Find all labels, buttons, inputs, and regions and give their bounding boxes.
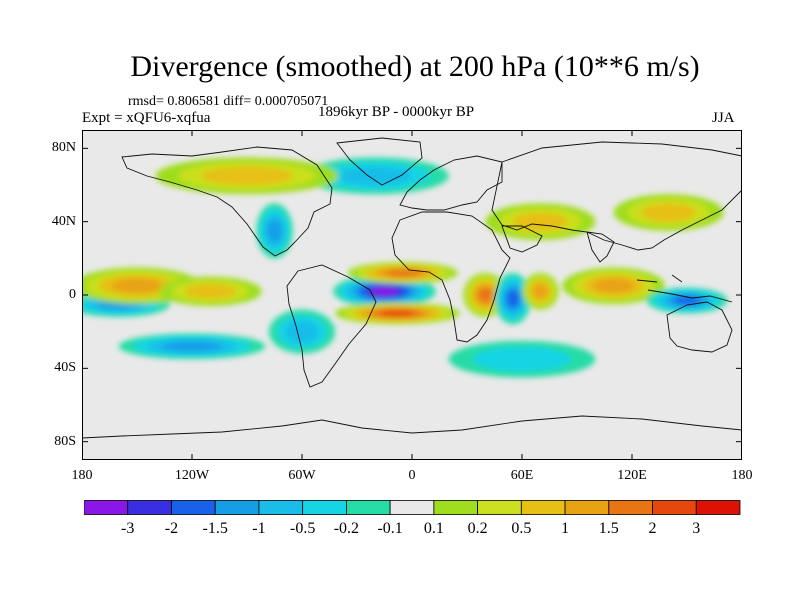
lat-tick-label: 80N <box>51 140 76 156</box>
lon-tick-label: 120E <box>617 468 647 483</box>
coastline-arabia <box>501 225 543 253</box>
colorbar-box <box>608 500 653 515</box>
coastline-maritime-continent <box>636 274 733 303</box>
contour-fill <box>124 282 150 290</box>
experiment-label: Expt = xQFU6-xqfua <box>82 110 211 126</box>
period-label: 1896kyr BP - 0000kyr BP <box>318 104 475 120</box>
colorbar-box <box>652 500 697 515</box>
coastline-south-america <box>286 264 377 388</box>
colorbar-box <box>345 500 391 515</box>
coastline-north-america <box>121 146 333 257</box>
lon-tick-label: 60E <box>510 468 534 483</box>
colorbar-label: 2 <box>648 520 657 537</box>
colorbar-label: 0.5 <box>511 520 532 537</box>
coastline-greenland <box>336 137 423 186</box>
colorbar-box <box>564 500 610 515</box>
lon-tick-label: 60W <box>288 468 316 483</box>
anomaly-region-3 <box>463 273 508 317</box>
anomaly-region-6 <box>562 267 665 305</box>
anomaly-region-1 <box>347 262 458 284</box>
colorbar-label: 3 <box>692 520 701 537</box>
anomaly-region-5 <box>522 273 559 310</box>
contour-fill <box>654 207 683 218</box>
contour-fill <box>393 271 413 275</box>
colorbar-label: 1.5 <box>598 520 619 537</box>
anomaly-region-2 <box>335 302 460 325</box>
colorbar-label: -0.5 <box>289 520 316 537</box>
plot-title: Divergence (smoothed) at 200 hPa (10**6 … <box>130 50 700 83</box>
coastline-asia <box>491 141 742 251</box>
colorbar-box <box>214 500 260 515</box>
colorbar-label: 0.1 <box>423 520 444 537</box>
anomaly-region-9 <box>82 267 202 305</box>
colorbar-label: -0.2 <box>333 520 360 537</box>
coastline-africa <box>391 211 511 343</box>
lat-tick-label: 80S <box>54 433 76 449</box>
contour-fill <box>224 171 270 181</box>
anomaly-region-7 <box>646 287 728 314</box>
colorbar-box <box>171 500 216 515</box>
anomaly-region-0 <box>333 274 436 308</box>
contour-fill <box>536 287 544 295</box>
lon-tick-label: 180 <box>731 468 753 483</box>
anomaly-region-10 <box>159 276 262 306</box>
contour-fill <box>481 291 490 299</box>
coastline-india <box>586 231 615 263</box>
anomaly-region-11 <box>118 333 266 360</box>
colorbar-box <box>520 500 566 515</box>
anomaly-region-13 <box>256 203 293 259</box>
contour-fill <box>680 298 694 303</box>
contour-fill <box>270 225 279 237</box>
colorbar-label: -3 <box>121 520 135 537</box>
lon-tick-label: 0 <box>408 468 416 483</box>
rmsd-diff-stats: rmsd= 0.806581 diff= 0.000705071 <box>128 94 329 109</box>
colorbar-box <box>433 500 479 515</box>
colorbar-label: -0.1 <box>377 520 403 537</box>
colorbar-box <box>84 500 129 515</box>
colorbar-box <box>258 500 304 515</box>
anomaly-region-12 <box>269 309 335 354</box>
anomaly-region-17 <box>302 157 449 195</box>
colorbar-label: 1 <box>561 520 570 537</box>
contour-fill <box>378 289 391 294</box>
season-label: JJA <box>712 110 735 126</box>
contour-fill <box>197 287 224 295</box>
colorbar-box <box>389 500 435 515</box>
divergence-map <box>82 130 742 460</box>
lat-tick-label: 40N <box>51 213 76 229</box>
colorbar-label: -1 <box>252 520 266 537</box>
colorbar-box <box>302 500 347 515</box>
lat-tick-label: 0 <box>69 287 76 302</box>
colorbar-box <box>477 500 522 515</box>
colorbar-box <box>695 500 741 515</box>
contour-fill <box>357 171 394 181</box>
colorbar <box>84 500 741 515</box>
contour-fill <box>388 311 407 316</box>
coastline-antarctica <box>82 415 742 439</box>
lat-tick-label: 40S <box>54 360 76 376</box>
colorbar-box <box>127 500 172 515</box>
anomaly-region-16 <box>448 340 596 378</box>
lon-tick-label: 120W <box>174 468 210 483</box>
contour-fill <box>177 343 207 349</box>
coastline-europe <box>399 155 503 211</box>
colorbar-label: -2 <box>164 520 179 537</box>
colorbar-label: -1.5 <box>202 520 228 537</box>
contour-fill <box>497 353 547 366</box>
anomaly-region-14 <box>485 203 596 240</box>
contour-fill <box>509 294 516 303</box>
colorbar-label: 0.2 <box>467 520 488 537</box>
anomaly-region-4 <box>494 273 532 325</box>
anomaly-region-18 <box>155 157 339 195</box>
lon-tick-label: 180 <box>71 468 93 483</box>
contour-fill <box>603 282 624 290</box>
coastline-australia <box>666 301 733 353</box>
anomaly-region-15 <box>613 194 724 231</box>
